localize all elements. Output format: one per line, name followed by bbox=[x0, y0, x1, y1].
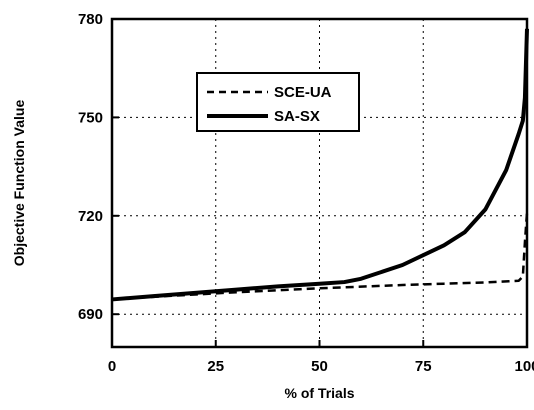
legend-label-sa-sx: SA-SX bbox=[274, 108, 320, 125]
y-tick-label: 720 bbox=[78, 208, 103, 225]
x-axis-label: % of Trials bbox=[284, 385, 354, 401]
series-line-sa-sx bbox=[111, 28, 529, 302]
series-layer bbox=[111, 28, 529, 302]
x-tick-label: 100 bbox=[514, 358, 534, 375]
x-tick-label: 0 bbox=[108, 358, 116, 375]
legend-box bbox=[196, 72, 360, 132]
x-tick-label: 75 bbox=[415, 358, 432, 375]
legend-label-sce-ua: SCE-UA bbox=[274, 84, 332, 101]
y-axis-label: Objective Function Value bbox=[11, 100, 27, 267]
y-tick-label: 690 bbox=[78, 306, 103, 323]
y-tick-labels: 690 720 750 780 bbox=[78, 11, 103, 323]
tick-marks bbox=[111, 18, 528, 347]
y-tick-label: 750 bbox=[78, 109, 103, 126]
x-tick-label: 50 bbox=[311, 358, 328, 375]
legend: SCE-UA SA-SX bbox=[196, 72, 360, 132]
y-tick-label: 780 bbox=[78, 11, 103, 28]
x-tick-labels: 0 25 50 75 100 bbox=[108, 358, 534, 375]
x-tick-label: 25 bbox=[207, 358, 224, 375]
